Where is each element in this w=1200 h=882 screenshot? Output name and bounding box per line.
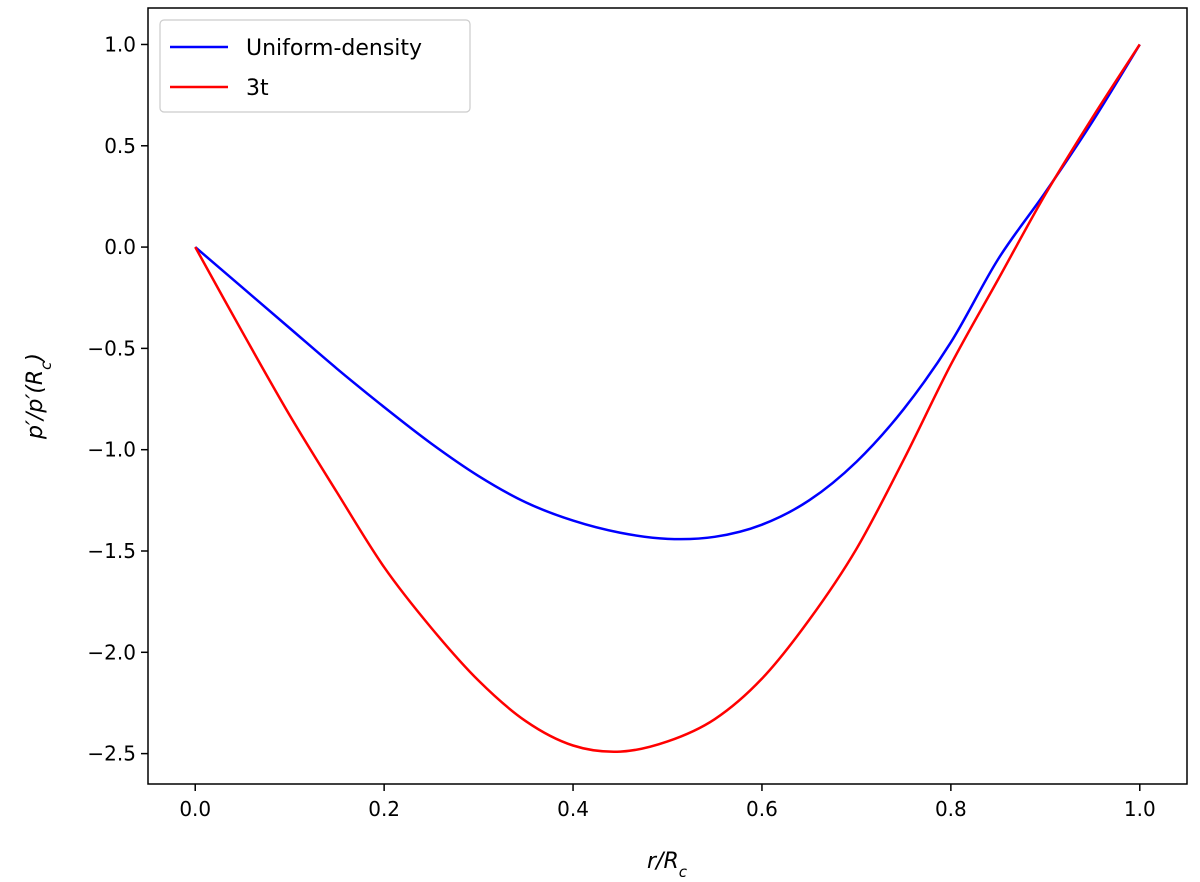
legend-label-3t: 3t (246, 76, 269, 101)
y-tick-label: 1.0 (104, 32, 136, 56)
x-tick-label: 0.8 (935, 797, 967, 821)
y-tick-label: −0.5 (87, 336, 136, 360)
x-tick-label: 1.0 (1124, 797, 1156, 821)
legend-box (159, 19, 471, 113)
legend: Uniform-density 3t (159, 19, 471, 113)
y-tick-label: −1.5 (87, 539, 136, 563)
y-tick-label: −2.0 (87, 640, 136, 664)
y-tick-label: −2.5 (87, 742, 136, 766)
y-tick-label: 0.0 (104, 235, 136, 259)
x-tick-label: 0.6 (746, 797, 778, 821)
x-axis-label: r/Rc (647, 849, 688, 877)
x-tick-label: 0.4 (557, 797, 589, 821)
series-line-3t (194, 43, 1141, 753)
ticks-layer: 0.0 0.2 0.4 0.6 0.8 1.0 1.0 0.5 0.0 −0.5 −1.0 −1.5 −… (87, 32, 1155, 821)
series-line-uniform-density (194, 43, 1141, 541)
x-tick-label: 0.2 (368, 797, 400, 821)
y-axis-label: p′/p′(Rc) (23, 353, 55, 440)
y-tick-label: −1.0 (87, 438, 136, 462)
legend-label-uniform-density: Uniform-density (246, 36, 422, 61)
plot-frame (147, 7, 1188, 785)
series-layer (194, 43, 1141, 753)
x-tick-label: 0.0 (179, 797, 211, 821)
y-tick-label: 0.5 (104, 134, 136, 158)
